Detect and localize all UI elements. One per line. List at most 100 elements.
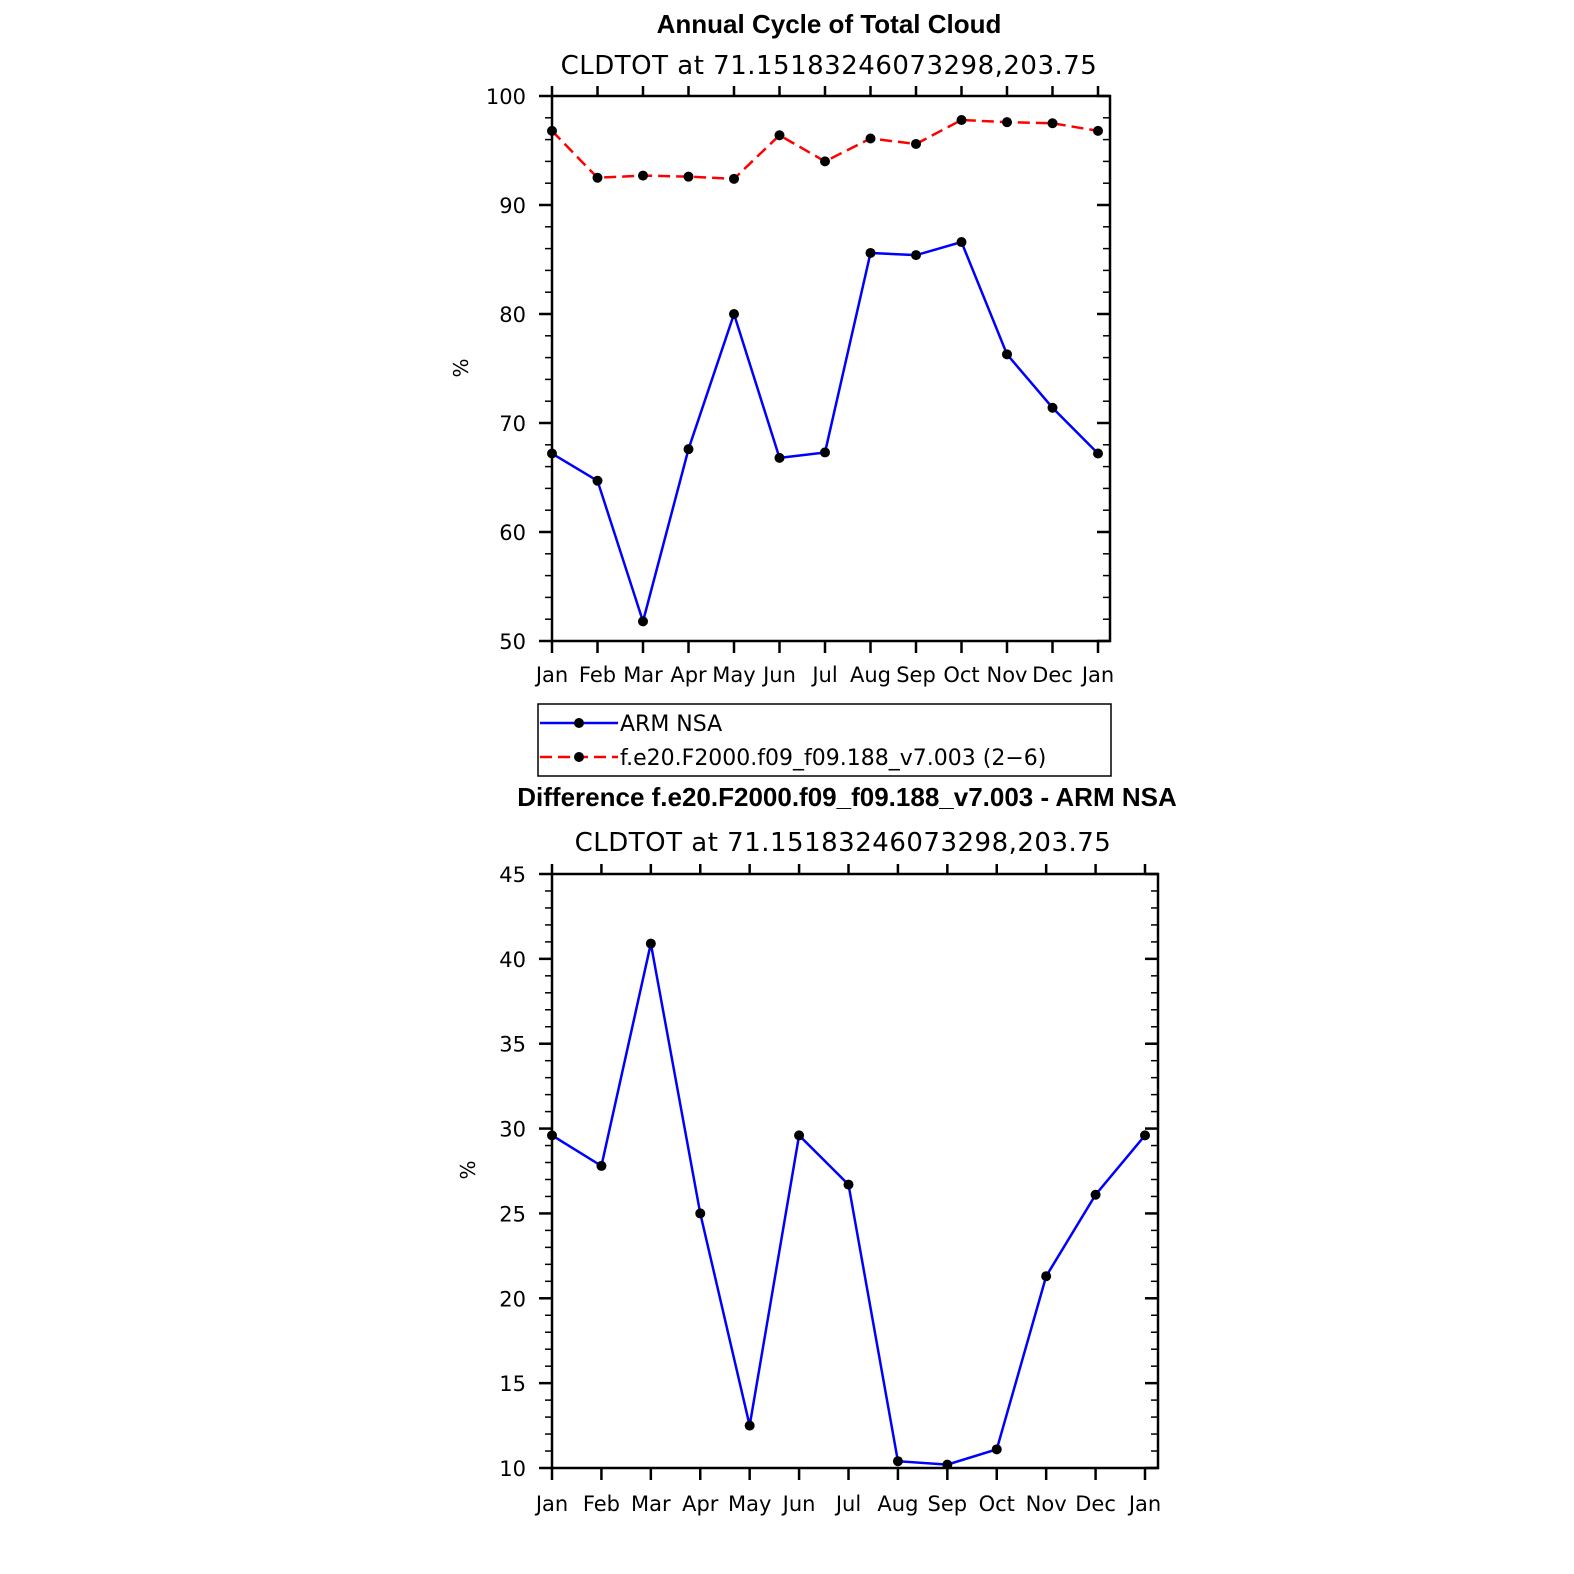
y-tick-label: 70 [499, 412, 526, 436]
data-point [592, 475, 603, 486]
data-point [638, 616, 648, 627]
data-point [820, 156, 830, 167]
data-point [956, 237, 967, 248]
y-tick-label: 15 [499, 1372, 526, 1396]
annual-cycle-chart: Annual Cycle of Total Cloud CLDTOT at 71… [449, 9, 1114, 777]
data-point [596, 1160, 607, 1171]
data-point [645, 938, 656, 949]
x-tick-label: Apr [670, 663, 707, 687]
x-tick-label: Sep [896, 663, 936, 687]
tick-labels: Jan Feb Mar Apr May Jun Jul Aug Sep Oct Nov Dec Jan 1… [499, 863, 1161, 1516]
x-tick-label: Nov [1026, 1492, 1067, 1516]
x-tick-label: Jun [761, 663, 796, 687]
y-axis-label-text: % [456, 1160, 480, 1179]
y-tick-label: 20 [499, 1287, 526, 1311]
chart-subtitle: CLDTOT at 71.15183246073298,203.75 [561, 51, 1098, 81]
data-point [1090, 1189, 1101, 1200]
legend-label-model: f.e20.F2000.f09_f09.188_v7.003 (2−6) [620, 746, 1046, 771]
x-tick-label: Sep [928, 1492, 968, 1516]
legend: ARM NSA f.e20.F2000.f09_f09.188_v7.003 (… [537, 703, 1112, 777]
y-axis-label-text: % [449, 358, 473, 377]
x-tick-label: Jun [781, 1492, 816, 1516]
data-point [1047, 402, 1058, 413]
data-point [1093, 125, 1103, 136]
data-point [547, 125, 557, 136]
legend-marker-arm-nsa [574, 718, 584, 728]
series-line-0 [551, 943, 1146, 1466]
axis-ticks [539, 86, 1110, 653]
data-point [1002, 117, 1012, 128]
y-tick-label: 80 [499, 303, 526, 327]
data-point [1140, 1130, 1150, 1141]
chart-title: Difference f.e20.F2000.f09_f09.188_v7.00… [517, 782, 1177, 812]
data-point [638, 170, 648, 181]
x-tick-label: Mar [631, 1492, 671, 1516]
data-point [911, 250, 921, 261]
data-point [592, 172, 603, 183]
x-tick-label: Jul [810, 663, 837, 687]
series-line-0 [551, 240, 1099, 626]
series-layer [547, 938, 1150, 1470]
x-tick-label: Jan [1127, 1492, 1161, 1516]
data-point [911, 138, 921, 149]
data-point [991, 1444, 1002, 1455]
plot-frame [550, 872, 1160, 1470]
plot-frame [550, 94, 1112, 643]
x-tick-label: Nov [987, 663, 1028, 687]
y-tick-label: 45 [499, 863, 526, 887]
axis-ticks [539, 864, 1158, 1480]
data-point [729, 309, 739, 319]
data-point [744, 1420, 755, 1431]
y-tick-label: 10 [499, 1457, 526, 1481]
data-point [1093, 448, 1103, 459]
data-point [794, 1130, 805, 1141]
data-point [843, 1179, 854, 1190]
x-tick-label: Apr [682, 1492, 719, 1516]
x-tick-label: Jan [534, 663, 568, 687]
data-point [865, 247, 876, 258]
x-tick-label: May [728, 1492, 771, 1516]
tick-labels: Jan Feb Mar Apr May Jun Jul Aug Sep Oct Nov Dec Jan 5… [486, 85, 1114, 687]
data-point [820, 447, 830, 458]
x-tick-label: Aug [850, 663, 891, 687]
data-point [695, 1208, 706, 1219]
x-tick-label: Oct [979, 1492, 1015, 1516]
legend-box [537, 703, 1112, 777]
data-point [683, 444, 694, 455]
y-tick-label: 25 [499, 1202, 526, 1226]
x-tick-label: Feb [583, 1492, 620, 1516]
data-point [865, 133, 876, 144]
y-tick-label: 30 [499, 1118, 526, 1142]
y-tick-label: 50 [499, 630, 526, 654]
y-axis-label: % [449, 358, 473, 377]
x-tick-label: Dec [1032, 663, 1073, 687]
legend-marker-model [574, 752, 584, 762]
data-point [683, 171, 694, 182]
y-tick-label: 60 [499, 521, 526, 545]
x-tick-label: Dec [1075, 1492, 1116, 1516]
x-tick-label: Mar [623, 663, 663, 687]
x-tick-label: May [712, 663, 755, 687]
y-tick-label: 90 [499, 194, 526, 218]
difference-chart: Difference f.e20.F2000.f09_f09.188_v7.00… [456, 782, 1177, 1516]
data-point [729, 173, 739, 184]
data-point [774, 452, 785, 463]
y-tick-label: 35 [499, 1033, 526, 1057]
y-tick-label: 100 [486, 85, 526, 109]
data-point [547, 1130, 557, 1141]
data-point [892, 1456, 903, 1467]
x-tick-label: Oct [943, 663, 979, 687]
x-tick-label: Jul [834, 1492, 861, 1516]
data-point [1047, 118, 1058, 129]
data-point [942, 1459, 953, 1470]
y-axis-label: % [456, 1160, 480, 1179]
data-point [774, 130, 785, 141]
y-tick-label: 40 [499, 948, 526, 972]
x-tick-label: Feb [579, 663, 616, 687]
x-tick-label: Jan [1080, 663, 1114, 687]
legend-label-arm-nsa: ARM NSA [620, 712, 722, 737]
x-tick-label: Jan [534, 1492, 568, 1516]
series-layer [547, 114, 1103, 627]
chart-title: Annual Cycle of Total Cloud [657, 9, 1002, 39]
